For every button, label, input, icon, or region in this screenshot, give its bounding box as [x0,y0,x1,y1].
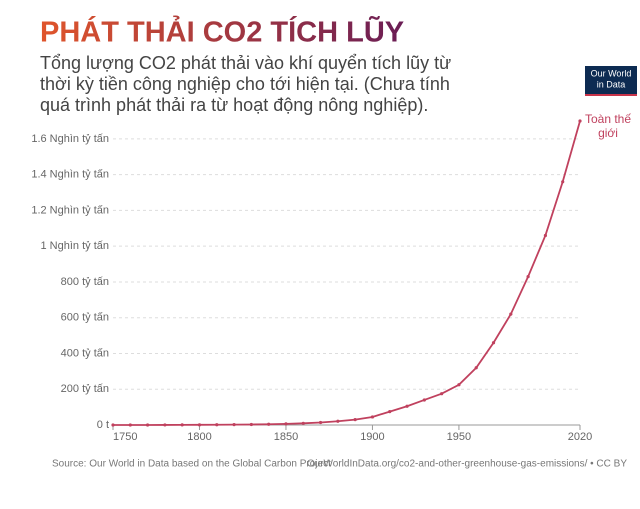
marker [578,119,582,123]
marker [232,423,236,427]
marker [180,423,184,427]
marker [457,383,461,387]
line [112,120,581,426]
y-tick-label: 600 tỷ tấn [61,312,109,324]
chart-title: PHÁT THẢI CO2 TÍCH LŨY [40,15,404,49]
marker [561,180,565,184]
marker [440,392,444,396]
marker [370,415,375,419]
y-tick-label: 1.6 Nghìn tỷ tấn [31,133,109,145]
subtitle: thời kỳ tiền công nghiệp cho tới hiện tạ… [40,74,450,94]
marker [163,423,167,427]
x-tick-label: 1950 [447,431,471,443]
x-tick-label: 1900 [360,431,384,443]
marker [491,341,496,345]
marker [474,366,478,370]
y-tick-label: 800 tỷ tấn [61,276,109,288]
marker [145,423,150,427]
subtitle: Tổng lượng CO2 phát thải vào khí quyển t… [40,53,451,73]
y-tick-label: 1.4 Nghìn tỷ tấn [31,169,109,181]
logo-bar [585,94,637,96]
x-tick-label: 1800 [187,431,211,443]
marker [301,421,305,425]
marker [267,422,271,426]
marker [388,409,392,414]
marker [249,422,253,427]
marker [405,404,409,408]
marker [128,423,132,427]
marker [284,422,288,426]
x-tick-label: 1750 [113,431,137,443]
url: OurWorldInData.org/co2-and-other-greenho… [307,459,627,470]
source: Source: Our World in Data based on the G… [52,459,331,470]
logo [585,66,637,96]
y-tick-label: 200 tỷ tấn [61,383,109,395]
marker [526,274,530,279]
marker [422,398,426,402]
y-tick-label: 0 t [97,419,109,431]
x-tick-label: 2020 [568,431,592,443]
marker [353,418,357,422]
marker [111,423,115,427]
marker [215,423,219,427]
subtitle: quá trình phát thải ra từ hoạt động nông… [40,95,428,115]
marker [336,419,340,423]
marker [543,233,548,238]
marker [197,423,202,427]
x-tick-label: 1850 [274,431,298,443]
y-tick-label: 400 tỷ tấn [61,347,109,359]
logo-text: in Data [597,79,626,89]
logo-text: Our World [591,68,632,78]
y-tick-label: 1.2 Nghìn tỷ tấn [31,204,109,216]
series-label: Toàn thế giới [584,112,632,140]
y-tick-label: 1 Nghìn tỷ tấn [41,240,110,252]
marker [318,420,323,425]
marker [509,312,513,316]
